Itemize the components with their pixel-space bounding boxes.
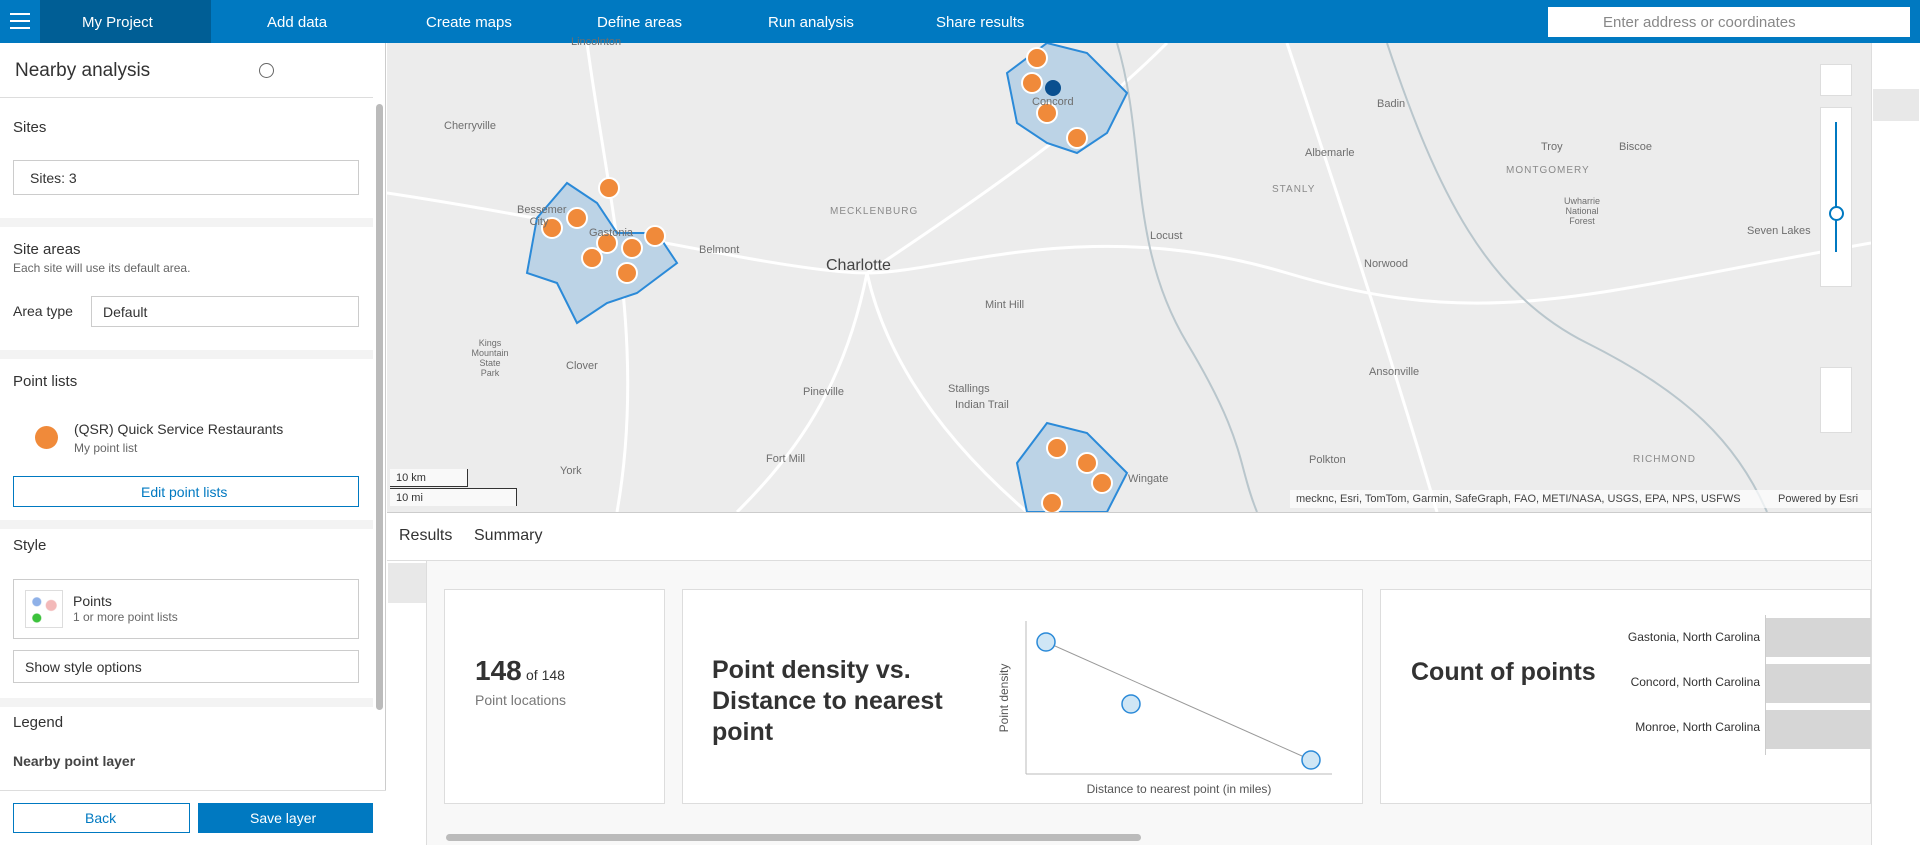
style-options-button[interactable]: [13, 650, 359, 683]
map-label: Clover: [566, 360, 598, 372]
style-title: Points: [73, 593, 112, 609]
map-label: Wingate: [1128, 473, 1169, 485]
section-note: Each site will use its default area.: [13, 261, 191, 275]
map-label: Ansonville: [1369, 366, 1420, 378]
style-select[interactable]: [13, 579, 359, 639]
map-label: Fort Mill: [766, 453, 806, 465]
point-total: of 148: [526, 667, 565, 683]
card-label: Point locations: [475, 692, 567, 708]
map-label: Concord: [1032, 96, 1074, 108]
map-label: Gastonia: [589, 227, 634, 239]
button-label: Show style options: [25, 659, 142, 675]
save-button[interactable]: [198, 803, 373, 833]
map-label: Stallings: [948, 383, 990, 395]
map-label: Albemarle: [1305, 147, 1355, 159]
map-label: Lincolnton: [571, 36, 622, 48]
map[interactable]: [387, 43, 1871, 512]
nav-item[interactable]: Share results: [936, 14, 1025, 31]
help-button[interactable]: [259, 63, 274, 78]
category-label: Concord, North Carolina: [1630, 675, 1760, 689]
field-label: Area type: [13, 303, 73, 319]
map-label: Locust: [1150, 230, 1183, 242]
sites-button[interactable]: [13, 160, 359, 195]
map-label: Mint Hill: [985, 299, 1025, 311]
map-label: Troy: [1541, 141, 1563, 153]
card-title: Point density vs. Distance to nearest po…: [712, 656, 943, 746]
button-label: Save layer: [250, 810, 317, 826]
select-value: Default: [103, 304, 148, 320]
legend-layer: Nearby point layer: [13, 753, 136, 769]
map-label: Badin: [1377, 98, 1406, 110]
nav-item[interactable]: Define areas: [597, 14, 683, 31]
map-label: Indian Trail: [955, 399, 1009, 411]
category-label: Monroe, North Carolina: [1635, 720, 1760, 734]
bar: [1766, 710, 1871, 749]
section-heading[interactable]: Style: [13, 537, 47, 554]
button-label: Back: [85, 810, 117, 826]
map-label: Cherryville: [444, 120, 496, 132]
bar: [1766, 664, 1871, 703]
point-count: 148: [475, 655, 522, 686]
toolbar: [1871, 43, 1920, 845]
scrollbar[interactable]: [446, 834, 1141, 841]
section-heading[interactable]: Sites: [13, 119, 47, 136]
nav-item[interactable]: Run analysis: [768, 14, 854, 31]
powered-by: Powered by Esri: [1778, 493, 1859, 505]
map-label: York: [560, 465, 582, 477]
button-label: Edit point lists: [141, 484, 228, 500]
chart-card: [682, 589, 1363, 804]
map-label: Uwharrie National Forest: [1563, 196, 1600, 226]
map-label: Charlotte: [826, 257, 891, 274]
menu-button[interactable]: [10, 13, 30, 29]
map-label: Biscoe: [1619, 141, 1653, 153]
zoom-control[interactable]: [1820, 107, 1852, 287]
nav-item[interactable]: Create maps: [426, 14, 512, 31]
map-label: MECKLENBURG: [830, 206, 919, 217]
scatter-chart: Point density Distance to nearest point …: [997, 621, 1332, 796]
back-button[interactable]: [13, 803, 190, 833]
project-menu[interactable]: My Project: [82, 14, 153, 31]
summary-card: [444, 589, 665, 804]
search-box[interactable]: [1548, 7, 1910, 37]
map-label: Pineville: [803, 386, 844, 398]
card-title: Count of points: [1411, 658, 1596, 686]
map-label: Seven Lakes: [1747, 225, 1811, 237]
map-control[interactable]: [1820, 64, 1852, 96]
category-label: Gastonia, North Carolina: [1627, 630, 1760, 644]
point-list-title: (QSR) Quick Service Restaurants: [74, 421, 284, 437]
point-list-subtitle: My point list: [74, 441, 138, 455]
map-label: Belmont: [699, 244, 740, 256]
map-label: RICHMOND: [1633, 454, 1696, 465]
bar: [1766, 618, 1871, 657]
section-heading[interactable]: Point lists: [13, 373, 78, 390]
edit-button[interactable]: [13, 476, 359, 507]
map-label: Polkton: [1309, 454, 1346, 466]
search-placeholder: Enter address or coordinates: [1603, 14, 1796, 31]
x-axis-title: Distance to nearest point (in miles): [1087, 782, 1272, 796]
point-list-icon: [35, 426, 58, 449]
style-subtitle: 1 or more point lists: [73, 610, 178, 624]
breadcrumb[interactable]: Results: [399, 527, 453, 544]
map-graphics: [387, 43, 1871, 512]
sites-count: Sites: 3: [30, 170, 77, 186]
map-label: Bessemer City: [517, 204, 567, 228]
map-control[interactable]: [1820, 367, 1852, 433]
map-label: Kings Mountain State Park: [471, 338, 509, 378]
scale-bar: 10 mi: [396, 492, 423, 504]
map-label: STANLY: [1272, 184, 1316, 195]
section-heading[interactable]: Site areas: [13, 241, 81, 258]
map-label: MONTGOMERY: [1506, 165, 1590, 176]
section-heading[interactable]: Legend: [13, 714, 64, 731]
area-type-select[interactable]: [91, 296, 359, 327]
panel-title: Nearby analysis: [15, 60, 151, 81]
attribution: mecknc, Esri, TomTom, Garmin, SafeGraph,…: [1296, 493, 1741, 505]
scale-bar: 10 km: [396, 472, 426, 484]
breadcrumb: Summary: [474, 527, 543, 544]
map-label: Norwood: [1364, 258, 1409, 270]
y-axis-title: Point density: [997, 664, 1011, 733]
nav-item[interactable]: Add data: [267, 14, 328, 31]
